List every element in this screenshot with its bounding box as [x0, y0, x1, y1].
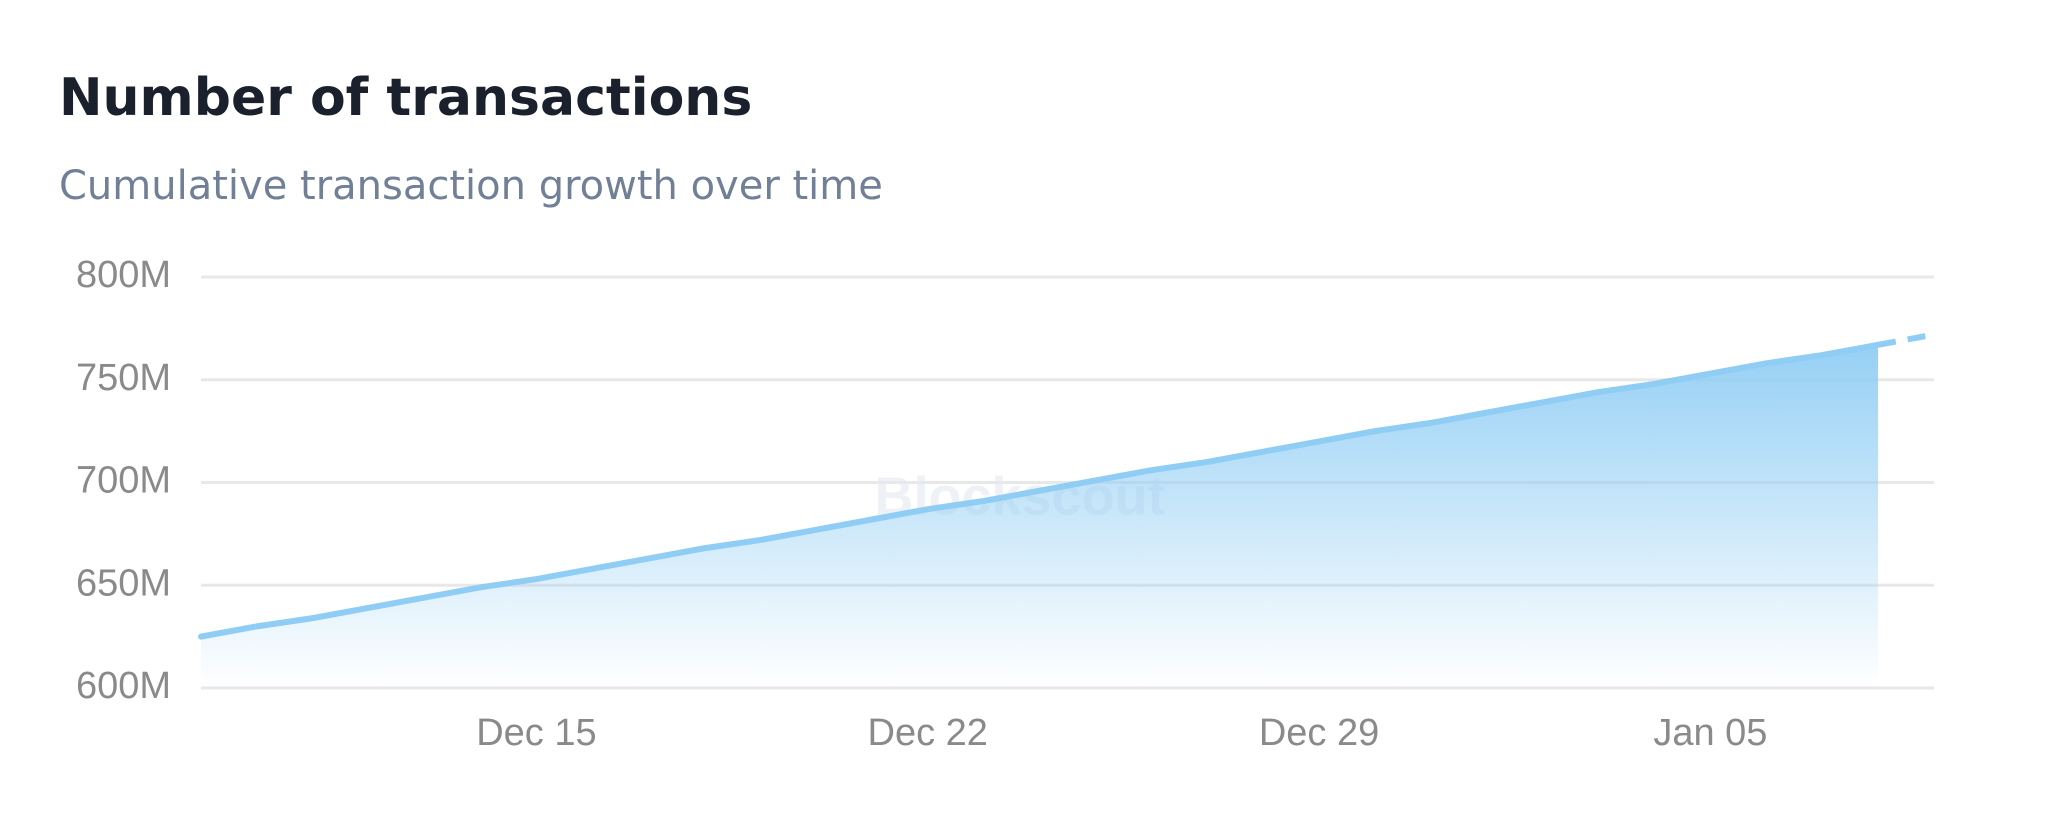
line-incomplete [1877, 331, 1935, 348]
x-tick-label: Dec 15 [476, 712, 596, 754]
y-tick-label: 600M [76, 665, 171, 707]
area-fill [201, 344, 1879, 688]
y-tick-label: 750M [76, 357, 171, 399]
x-tick-label: Dec 22 [868, 712, 988, 754]
x-tick-label: Jan 05 [1653, 712, 1767, 754]
y-tick-label: 800M [76, 254, 171, 296]
x-tick-label: Dec 29 [1259, 712, 1379, 754]
chart-title: Number of transactions [59, 68, 752, 128]
y-tick-label: 650M [76, 562, 171, 604]
line [198, 341, 1882, 640]
chart-subtitle: Cumulative transaction growth over time [59, 163, 883, 209]
y-tick-label: 700M [76, 460, 171, 502]
